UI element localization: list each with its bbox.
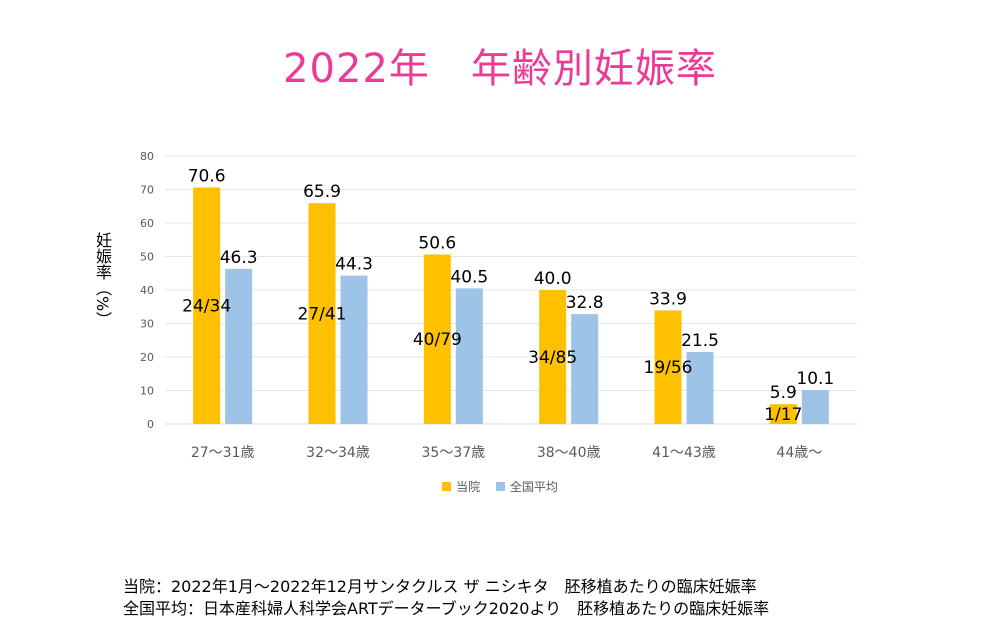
y-tick-label: 60 — [140, 217, 154, 230]
ratio-label-own-clinic: 1/17 — [764, 405, 802, 425]
value-label-own-clinic: 40.0 — [534, 269, 572, 289]
bar-own-clinic — [193, 187, 221, 424]
bar-national-average — [225, 268, 253, 424]
y-tick-label: 30 — [140, 318, 154, 331]
x-category-label: 32～34歳 — [306, 445, 370, 461]
y-tick-label: 80 — [140, 150, 154, 163]
ratio-label-own-clinic: 24/34 — [182, 297, 231, 317]
bars — [193, 187, 829, 424]
value-label-own-clinic: 65.9 — [303, 182, 341, 202]
value-label-own-clinic: 5.9 — [770, 383, 797, 403]
y-tick-label: 40 — [140, 284, 154, 297]
legend-swatch-own — [442, 482, 452, 491]
x-category-label: 41～43歳 — [652, 445, 716, 461]
value-label-national-average: 10.1 — [796, 369, 834, 389]
footnote-own-clinic: 当院：2022年1月～2022年12月サンタクルス ザ ニシキタ 胚移植あたりの… — [123, 577, 757, 596]
bar-own-clinic — [308, 203, 336, 424]
bar-own-clinic — [654, 310, 682, 424]
value-label-own-clinic: 33.9 — [649, 289, 687, 309]
value-label-national-average: 44.3 — [335, 255, 373, 275]
legend-label-national: 全国平均 — [509, 480, 558, 494]
bar-national-average — [340, 275, 368, 424]
y-axis-label: 妊娠率（%） — [93, 232, 112, 328]
legend-item-national: 全国平均 — [495, 478, 558, 495]
data-labels: 70.6 46.3 24/34 65.9 44.3 27/41 50.6 40.5 40/79 4… — [182, 166, 834, 425]
bar-national-average — [571, 314, 599, 424]
value-label-national-average: 46.3 — [220, 248, 258, 268]
x-axis-categories: 27～31歳 32～34歳 35～37歳 38～40歳 41～43歳 44歳～ — [191, 445, 822, 461]
y-axis-ticks: 0 10 20 30 40 50 60 70 80 — [140, 150, 154, 431]
y-tick-label: 20 — [140, 351, 154, 364]
bar-national-average — [686, 351, 714, 424]
bar-national-average — [455, 288, 483, 424]
x-category-label: 27～31歳 — [191, 445, 255, 461]
value-label-own-clinic: 70.6 — [188, 166, 226, 186]
value-label-own-clinic: 50.6 — [418, 233, 456, 253]
legend: 当院 全国平均 — [0, 478, 1000, 495]
gridlines — [165, 155, 857, 425]
legend-label-own: 当院 — [456, 480, 481, 494]
legend-swatch-national — [495, 482, 505, 491]
bar-own-clinic — [423, 254, 451, 424]
x-category-label: 44歳～ — [776, 445, 822, 461]
bar-own-clinic — [539, 290, 567, 424]
x-category-label: 35～37歳 — [422, 445, 486, 461]
chart-title: 2022年 年齢別妊娠率 — [283, 46, 717, 92]
y-tick-label: 70 — [140, 184, 154, 197]
ratio-label-own-clinic: 19/56 — [644, 358, 693, 378]
bar-national-average — [801, 390, 829, 424]
ratio-label-own-clinic: 40/79 — [413, 330, 462, 350]
bar-own-clinic — [769, 404, 797, 424]
legend-item-own: 当院 — [442, 478, 480, 495]
x-category-label: 38～40歳 — [537, 445, 601, 461]
y-tick-label: 10 — [140, 385, 154, 398]
ratio-label-own-clinic: 34/85 — [528, 348, 577, 368]
footnote-national-average: 全国平均：日本産科婦人科学会ARTデーターブック2020より 胚移植あたりの臨床… — [123, 599, 770, 618]
value-label-national-average: 32.8 — [566, 293, 604, 313]
footnotes: 当院：2022年1月～2022年12月サンタクルス ザ ニシキタ 胚移植あたりの… — [123, 576, 769, 620]
ratio-label-own-clinic: 27/41 — [298, 305, 347, 325]
value-label-national-average: 40.5 — [450, 267, 488, 287]
value-label-national-average: 21.5 — [681, 331, 719, 351]
y-tick-label: 0 — [147, 418, 154, 431]
y-tick-label: 50 — [140, 251, 154, 264]
